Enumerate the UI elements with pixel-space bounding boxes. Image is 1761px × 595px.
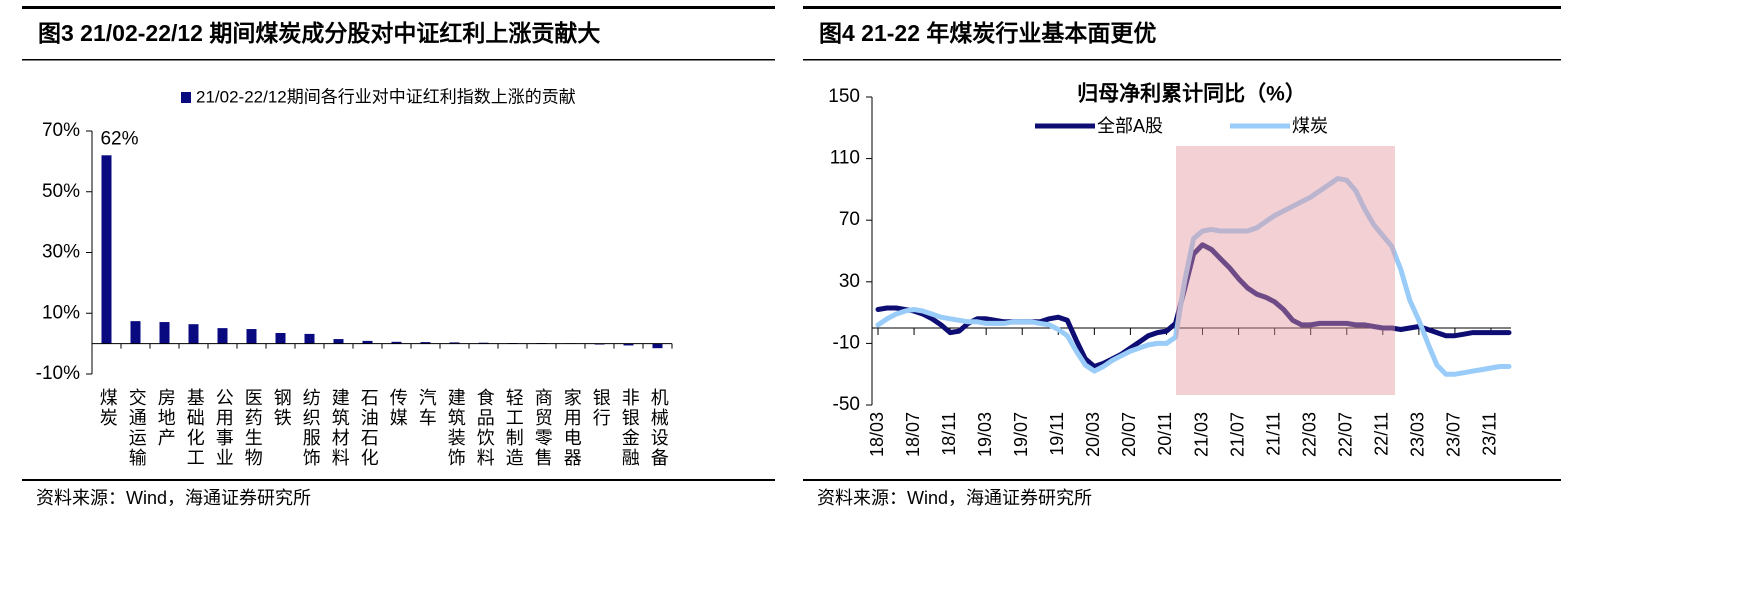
legend-swatch <box>181 92 191 103</box>
x-tick-label: 18/07 <box>903 412 923 457</box>
x-tick-label: 机械设备 <box>649 388 669 468</box>
title-rule <box>22 59 775 61</box>
x-tick-label: 21/07 <box>1227 412 1247 457</box>
x-tick-label: 21/11 <box>1263 412 1283 456</box>
bar <box>130 321 141 344</box>
x-tick-label: 19/03 <box>975 412 995 457</box>
y-tick-label: 30% <box>42 242 80 263</box>
y-tick-label: -50 <box>833 394 860 415</box>
x-tick-label: 建筑材料 <box>330 388 350 468</box>
x-tick-label: 食品饮料 <box>475 388 495 468</box>
bar <box>217 328 228 344</box>
bar <box>623 343 634 346</box>
x-tick-label: 轻工制造 <box>504 388 524 468</box>
x-tick-label: 房地产 <box>156 388 176 448</box>
x-tick-label: 21/03 <box>1191 412 1211 457</box>
panel-title: 图4 21-22 年煤炭行业基本面更优 <box>819 20 1156 46</box>
line-series <box>875 176 1512 377</box>
x-tick-label: 20/07 <box>1119 412 1139 457</box>
x-tick-label: 18/11 <box>939 412 959 456</box>
y-tick-label: 10% <box>42 302 80 323</box>
x-tick-label: 医药生物 <box>243 388 263 468</box>
highlight-period <box>1176 146 1395 395</box>
x-tick-label: 钢铁 <box>272 388 292 428</box>
y-tick-label: 150 <box>828 86 860 107</box>
top-rule <box>803 6 1561 9</box>
x-tick-label: 家用电器 <box>562 388 582 468</box>
bottom-rule <box>803 479 1561 481</box>
x-tick-label: 非银金融 <box>620 388 640 468</box>
y-tick-label: 70 <box>839 209 860 230</box>
x-tick-label: 商贸零售 <box>533 388 553 468</box>
x-tick-label: 18/03 <box>867 412 887 457</box>
y-tick-label: -10% <box>36 363 80 384</box>
bar <box>246 329 257 344</box>
bar <box>275 332 286 344</box>
source-note: 资料来源：Wind，海通证券研究所 <box>36 488 311 508</box>
x-tick-label: 汽车 <box>417 388 437 428</box>
source-note: 资料来源：Wind，海通证券研究所 <box>817 488 1092 508</box>
bar <box>333 339 344 344</box>
legend-label: 全部A股 <box>1097 116 1163 136</box>
y-tick-label: 50% <box>42 181 80 202</box>
x-tick-label: 22/07 <box>1335 412 1355 457</box>
x-tick-label: 19/11 <box>1047 412 1067 456</box>
x-tick-label: 银行 <box>591 388 611 428</box>
top-rule <box>22 6 775 9</box>
legend-label: 21/02-22/12期间各行业对中证红利指数上涨的贡献 <box>196 87 576 106</box>
x-tick-label: 纺织服饰 <box>301 388 321 468</box>
x-tick-label: 22/11 <box>1372 412 1392 456</box>
x-tick-label: 煤炭 <box>98 388 118 428</box>
bar <box>304 333 315 344</box>
x-tick-label: 传媒 <box>388 388 408 428</box>
value-label: 62% <box>100 128 138 149</box>
x-tick-label: 20/11 <box>1155 412 1175 456</box>
y-tick-label: 70% <box>42 120 80 141</box>
x-tick-label: 22/03 <box>1299 412 1319 457</box>
x-tick-label: 20/03 <box>1083 412 1103 457</box>
chart-subtitle: 归母净利累计同比（%） <box>1077 82 1306 106</box>
x-tick-label: 交通运输 <box>127 388 147 468</box>
bar <box>159 322 170 344</box>
x-tick-label: 公用事业 <box>214 388 234 468</box>
x-tick-label: 建筑装饰 <box>446 388 466 468</box>
x-tick-label: 石油石化 <box>359 388 379 468</box>
x-tick-label: 19/07 <box>1011 412 1031 457</box>
x-tick-label: 基础化工 <box>185 388 205 468</box>
bar <box>391 341 402 344</box>
y-tick-label: 110 <box>830 148 860 169</box>
bar <box>362 340 373 344</box>
y-tick-label: -10 <box>833 332 860 353</box>
x-tick-label: 23/07 <box>1444 412 1464 457</box>
x-tick-label: 23/03 <box>1408 412 1428 457</box>
bar <box>449 342 460 344</box>
bar <box>420 342 431 344</box>
bar <box>188 324 199 344</box>
x-tick-label: 23/11 <box>1480 412 1500 456</box>
bottom-rule <box>22 479 775 481</box>
y-tick-label: 30 <box>839 271 860 292</box>
bar <box>652 343 663 349</box>
panel-title: 图3 21/02-22/12 期间煤炭成分股对中证红利上涨贡献大 <box>38 20 600 46</box>
line-series <box>875 242 1512 369</box>
title-rule <box>803 59 1561 61</box>
bar <box>101 155 112 344</box>
legend-label: 煤炭 <box>1292 116 1328 136</box>
